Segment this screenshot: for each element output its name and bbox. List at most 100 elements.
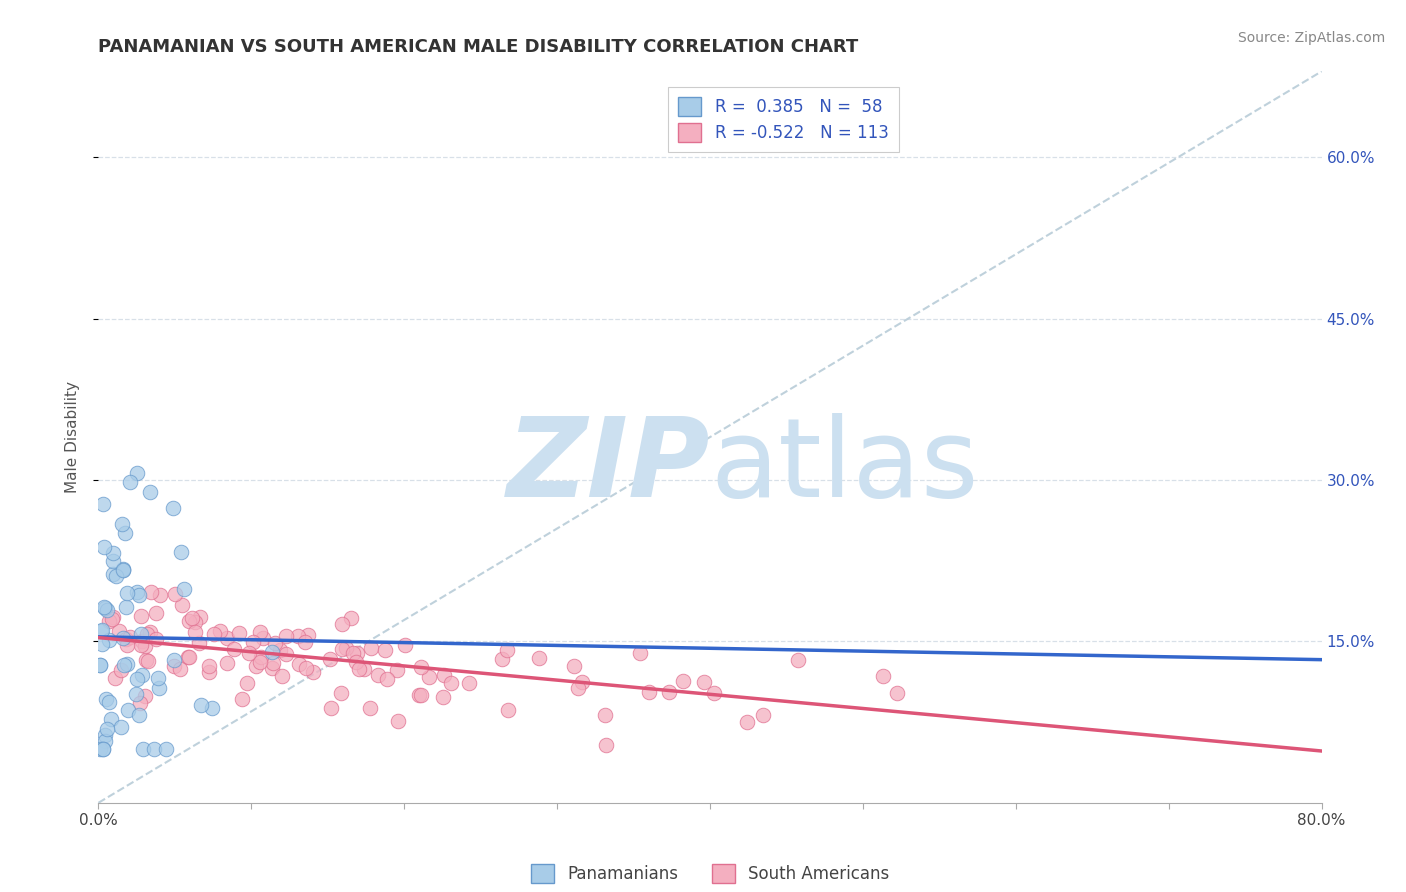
Point bbox=[190, 610, 212, 624]
Point bbox=[170, 598, 193, 612]
Point bbox=[872, 669, 894, 683]
Point bbox=[215, 632, 238, 646]
Point bbox=[89, 657, 111, 672]
Point bbox=[735, 714, 758, 729]
Point bbox=[295, 661, 318, 675]
Point bbox=[111, 516, 134, 531]
Point bbox=[96, 723, 118, 737]
Point bbox=[274, 647, 297, 661]
Point bbox=[129, 608, 152, 623]
Legend: Panamanians, South Americans: Panamanians, South Americans bbox=[524, 857, 896, 889]
Point bbox=[125, 686, 148, 700]
Text: PANAMANIAN VS SOUTH AMERICAN MALE DISABILITY CORRELATION CHART: PANAMANIAN VS SOUTH AMERICAN MALE DISABI… bbox=[98, 38, 859, 56]
Point bbox=[177, 649, 200, 664]
Text: ZIP: ZIP bbox=[506, 413, 710, 520]
Point bbox=[94, 691, 117, 706]
Point bbox=[98, 695, 121, 709]
Y-axis label: Male Disability: Male Disability bbox=[65, 381, 80, 493]
Point bbox=[374, 642, 396, 657]
Point bbox=[319, 701, 342, 715]
Point bbox=[128, 588, 150, 602]
Point bbox=[703, 686, 725, 700]
Point bbox=[252, 631, 274, 645]
Point bbox=[184, 615, 207, 629]
Point bbox=[131, 668, 153, 682]
Point bbox=[222, 642, 245, 657]
Point bbox=[238, 647, 260, 661]
Point bbox=[134, 690, 156, 704]
Point bbox=[208, 624, 231, 638]
Point bbox=[134, 639, 156, 653]
Point bbox=[433, 668, 456, 682]
Point bbox=[245, 659, 267, 673]
Point bbox=[127, 467, 149, 481]
Point bbox=[202, 626, 225, 640]
Point bbox=[330, 642, 353, 657]
Point bbox=[100, 712, 122, 726]
Point bbox=[567, 681, 589, 695]
Point bbox=[458, 676, 481, 690]
Point bbox=[155, 742, 177, 756]
Point bbox=[139, 624, 162, 639]
Point bbox=[495, 643, 517, 657]
Point bbox=[274, 629, 297, 643]
Point bbox=[198, 665, 221, 679]
Point bbox=[339, 611, 361, 625]
Point bbox=[411, 688, 433, 702]
Point bbox=[103, 554, 125, 568]
Point bbox=[658, 684, 681, 698]
Point bbox=[179, 649, 201, 664]
Point bbox=[111, 563, 134, 577]
Point bbox=[115, 657, 138, 671]
Point bbox=[127, 585, 149, 599]
Point bbox=[418, 670, 440, 684]
Point bbox=[329, 686, 352, 700]
Point bbox=[139, 484, 162, 499]
Point bbox=[93, 742, 115, 756]
Point bbox=[112, 631, 135, 645]
Point bbox=[97, 614, 120, 628]
Point bbox=[93, 498, 115, 512]
Point bbox=[183, 625, 205, 640]
Point bbox=[118, 475, 141, 490]
Point bbox=[527, 651, 550, 665]
Point bbox=[112, 658, 135, 673]
Point bbox=[125, 672, 148, 686]
Point bbox=[111, 562, 134, 576]
Point bbox=[163, 587, 186, 601]
Point bbox=[96, 603, 118, 617]
Point bbox=[169, 545, 191, 559]
Point bbox=[93, 599, 115, 614]
Point bbox=[408, 688, 430, 702]
Point bbox=[330, 617, 353, 632]
Text: atlas: atlas bbox=[710, 413, 979, 520]
Point bbox=[110, 663, 132, 677]
Point bbox=[672, 674, 695, 689]
Point bbox=[91, 637, 114, 651]
Point bbox=[90, 624, 112, 638]
Point bbox=[179, 615, 201, 629]
Point bbox=[409, 659, 432, 673]
Point bbox=[319, 652, 342, 666]
Point bbox=[249, 655, 271, 669]
Point bbox=[287, 629, 309, 643]
Point bbox=[163, 659, 186, 673]
Point bbox=[163, 653, 186, 667]
Point bbox=[491, 652, 513, 666]
Point bbox=[131, 626, 153, 640]
Point bbox=[93, 540, 115, 554]
Point bbox=[104, 569, 127, 583]
Point bbox=[294, 635, 316, 649]
Point bbox=[496, 703, 519, 717]
Point bbox=[198, 659, 221, 673]
Point bbox=[131, 634, 153, 648]
Point bbox=[114, 599, 136, 614]
Point bbox=[115, 586, 138, 600]
Point bbox=[228, 625, 250, 640]
Point bbox=[142, 742, 165, 756]
Point bbox=[136, 654, 159, 668]
Point bbox=[353, 662, 375, 676]
Point bbox=[886, 686, 908, 700]
Point bbox=[595, 738, 617, 752]
Point bbox=[440, 676, 463, 690]
